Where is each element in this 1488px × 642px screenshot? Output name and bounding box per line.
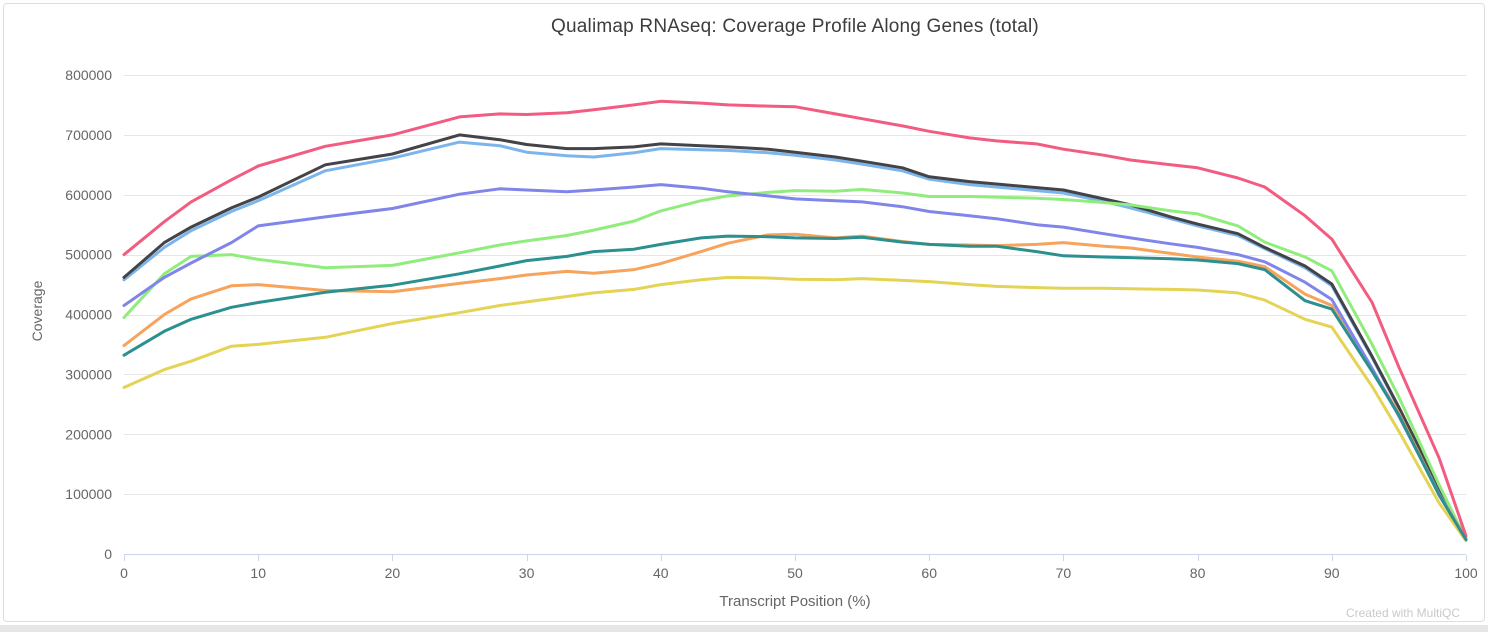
svg-text:800000: 800000	[65, 67, 112, 83]
svg-text:10: 10	[250, 565, 266, 581]
svg-text:400000: 400000	[65, 307, 112, 323]
x-axis-tick-labels: 0 10 20 30 40 50 60 70 80 90 100	[120, 565, 1478, 581]
svg-text:80: 80	[1190, 565, 1206, 581]
svg-text:600000: 600000	[65, 187, 112, 203]
svg-text:60: 60	[921, 565, 937, 581]
line-sample-pink[interactable]	[122, 99, 1468, 538]
bottom-strip	[0, 625, 1488, 632]
svg-text:30: 30	[519, 565, 535, 581]
svg-text:100000: 100000	[65, 486, 112, 502]
x-axis-line	[124, 554, 1467, 561]
svg-text:0: 0	[120, 565, 128, 581]
coverage-line-chart[interactable]: 0100000200000300000400000500000600000700…	[4, 4, 1488, 637]
chart-title: Qualimap RNAseq: Coverage Profile Along …	[551, 16, 1039, 37]
y-axis-title: Coverage	[29, 280, 45, 342]
line-sample-black[interactable]	[122, 133, 1468, 541]
x-axis-title: Transcript Position (%)	[719, 593, 871, 610]
svg-text:20: 20	[385, 565, 401, 581]
svg-text:50: 50	[787, 565, 803, 581]
svg-text:500000: 500000	[65, 247, 112, 263]
multiqc-watermark: Created with MultiQC	[1345, 606, 1460, 620]
gridlines	[124, 75, 1466, 555]
svg-text:70: 70	[1056, 565, 1072, 581]
svg-text:100: 100	[1454, 565, 1478, 581]
data-series-lines[interactable]	[122, 99, 1468, 543]
svg-text:200000: 200000	[65, 426, 112, 442]
svg-text:700000: 700000	[65, 127, 112, 143]
svg-text:300000: 300000	[65, 366, 112, 382]
y-axis-tick-labels: 0 100000 200000 300000 400000 500000 600000 700…	[65, 67, 112, 562]
svg-text:0: 0	[104, 546, 112, 562]
line-sample-lightblue[interactable]	[122, 140, 1468, 542]
line-sample-yellow[interactable]	[122, 275, 1468, 543]
line-sample-teal[interactable]	[122, 234, 1468, 542]
svg-text:40: 40	[653, 565, 669, 581]
line-sample-purple[interactable]	[122, 183, 1468, 542]
chart-card: Qualimap RNAseq: Coverage Profile Along …	[3, 3, 1485, 622]
line-sample-green[interactable]	[122, 187, 1468, 542]
svg-text:90: 90	[1324, 565, 1340, 581]
